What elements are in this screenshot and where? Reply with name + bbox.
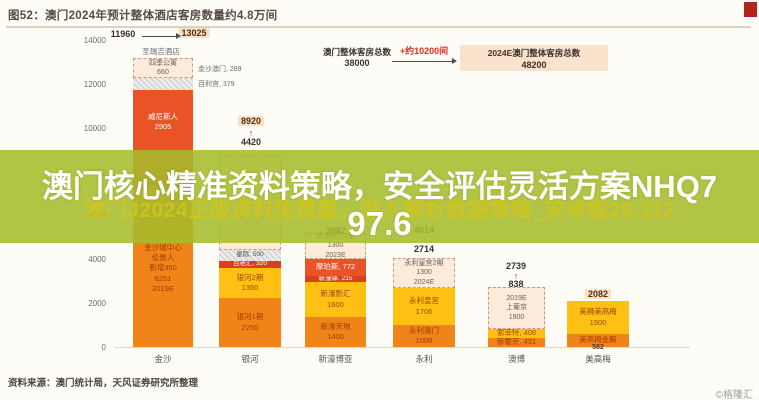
bar-4: 永利澳门 1008 永利皇宫 1706 永利皇宫2期 1300 2024E (393, 258, 455, 347)
bar-segment-label: 威尼斯人 2905 (148, 111, 178, 131)
bar-segment-label: 索菲特, 408 (496, 328, 537, 338)
bar-segment: 百老汇, 320 (219, 261, 281, 268)
chart-label: 百利宫, 379 (198, 81, 235, 88)
x-axis-line (114, 347, 690, 348)
x-axis-label: 美高梅 (585, 354, 611, 364)
red-corner-mark (744, 2, 757, 17)
chart-label: ↑ (248, 128, 254, 138)
total-rooms-2024-label: 2024E澳门整体客房总数 (487, 47, 581, 58)
bar-segment-label: 新濠锋, 215 (318, 274, 353, 282)
y-axis-tick: 0 (101, 343, 106, 352)
chart-label: 4420 (240, 137, 262, 147)
chart-label: 2714 (413, 244, 435, 254)
overlay-subline: 澳门J2024正版资料免费看，深入解析数据策略_安卓版20.112 (84, 199, 675, 222)
overlay-headline-line1: 澳门核心精准资料策略，安全评估灵活方案NHQ7 (41, 169, 718, 204)
chart-label: 11960 (110, 29, 136, 39)
y-axis-tick: 14000 (83, 35, 106, 45)
x-axis-label: 新濠博亚 (318, 354, 353, 364)
rooms-increase-label: +约10200间 (399, 46, 449, 56)
chart-label: 13025 (178, 28, 210, 38)
x-axis-label: 银河 (241, 354, 259, 364)
chart-label: 圣瑞吉酒店 (142, 47, 180, 56)
y-axis-tick: 4000 (88, 255, 106, 265)
bar-5: 新葡京, 431 索菲特, 408 2019E 上葡京 1900 (488, 287, 545, 347)
chart-label: 2082 (584, 289, 612, 299)
bar-segment: 美高梅金殿 (567, 334, 629, 347)
bar-segment-label: 永利皇宫 1706 (409, 296, 439, 316)
bar-segment-label: 2019E 上葡京 1900 (506, 294, 527, 321)
bar-segment-label: 新濠天地 1400 (320, 321, 351, 341)
x-axis-label: 金沙 (154, 354, 172, 364)
bar-segment: 2019E 上葡京 1900 (488, 287, 545, 329)
bar-segment: 永利澳门 1008 (393, 325, 455, 347)
bar-segment: 永利皇宫 1706 (393, 288, 455, 325)
total-rooms-current-value: 38000 (344, 58, 370, 68)
data-source-note: 资料来源：澳门统计局，天风证券研究所整理 (8, 378, 199, 389)
arrow-right (142, 33, 181, 40)
bar-segment: 四季公寓 660 (133, 58, 193, 78)
chart-label: ↑ (513, 271, 519, 281)
bar-segment-label: 美高梅金殿 (579, 335, 617, 345)
chart-label: 金沙澳门, 289 (198, 66, 242, 73)
bar-segment: 新濠天地 1400 (305, 317, 366, 347)
bar-segment-label: 星际, 500 (236, 251, 264, 259)
arrow-right (392, 58, 457, 65)
bar-segment: 新濠锋, 215 (305, 274, 366, 282)
bar-segment: 永利皇宫2期 1300 2024E (393, 258, 455, 288)
bar-segment: 银河2期 1350 (219, 268, 281, 298)
bar-segment-label: 新濠影汇 1600 (320, 289, 351, 309)
bar-segment-label: 银河1期 2250 (236, 312, 264, 332)
bar-segment: 索菲特, 408 (488, 328, 545, 338)
bar-segment-label: 永利皇宫2期 1300 2024E (404, 259, 444, 286)
watermark: ©格隆汇 (715, 390, 753, 400)
x-axis-label: 澳博 (507, 354, 526, 364)
bar-segment (133, 78, 193, 90)
chart-label: 838 (508, 279, 524, 289)
y-axis-tick: 2000 (88, 299, 106, 309)
y-axis-tick: 10000 (83, 123, 106, 133)
bar-segment: 美狮美高梅 1500 (567, 301, 629, 334)
total-rooms-current-label: 澳门整体客房总数 (322, 47, 391, 57)
bar-segment-label: 百老汇, 320 (233, 260, 267, 268)
bar-segment-label: 永利澳门 1008 (409, 325, 439, 345)
bar-segment: 新濠影汇 1600 (305, 282, 366, 317)
bar-6: 美高梅金殿 美狮美高梅 1500 (567, 301, 629, 347)
chart-label: 2739 (505, 261, 527, 271)
x-axis-label: 永利 (415, 354, 433, 364)
overlay-headline-line2: 97.6 (347, 205, 412, 242)
total-rooms-2024-value: 48200 (521, 59, 547, 70)
bar-segment-label (133, 78, 193, 90)
bar-segment: 摩珀斯, 772 (305, 259, 366, 276)
overlay-band (0, 150, 759, 243)
title-divider (6, 26, 751, 28)
figure-title: 图52：澳门2024年预计整体酒店客房数量约4.8万间 (8, 10, 278, 22)
bar-segment-label: 金沙城中心 伦敦人 新增350 6251 2019E (144, 243, 182, 293)
total-rooms-2024-box: 2024E澳门整体客房总数 48200 (460, 45, 608, 71)
y-axis-tick: 12000 (83, 79, 106, 89)
bar-segment-label: 银河2期 1350 (236, 272, 264, 292)
chart-label: 582 (592, 344, 604, 351)
bar-segment: 银河1期 2250 (219, 298, 281, 347)
bar-segment: 星际, 500 (219, 250, 281, 261)
bar-segment: 新葡京, 431 (488, 337, 545, 347)
bar-segment-label: 新葡京, 431 (496, 337, 537, 347)
bar-segment-label: 四季公寓 660 (149, 59, 177, 76)
chart-label: 8920 (237, 116, 265, 126)
bar-segment-label: 摩珀斯, 772 (315, 262, 356, 272)
bar-segment-label: 美狮美高梅 1500 (579, 307, 617, 327)
